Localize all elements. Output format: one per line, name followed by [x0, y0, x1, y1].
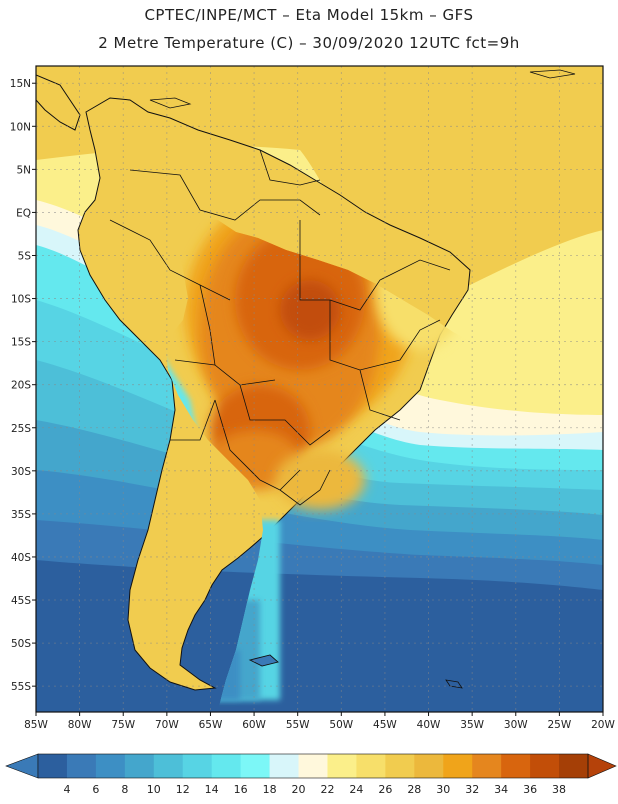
lat-label: 25S — [11, 423, 31, 435]
temperature-colorbar: 4 6 8 10 12 14 16 18 20 22 24 26 28 30 32 34 36 38 — [5, 753, 617, 796]
colorbar-tick-label: 30 — [436, 783, 450, 796]
colorbar-tick-label: 38 — [552, 783, 566, 796]
colorbar-swatch — [95, 754, 126, 778]
lon-label: 65W — [199, 719, 223, 731]
colorbar-swatch — [124, 754, 155, 778]
lon-label: 25W — [548, 719, 572, 731]
coastline-islands — [529, 69, 576, 79]
lon-label: 20W — [591, 719, 615, 731]
lat-label: EQ — [16, 207, 31, 219]
colorbar-tick-label: 32 — [465, 783, 479, 796]
colorbar-swatch — [269, 754, 300, 778]
lat-label: 10N — [10, 121, 31, 133]
lat-label: 20S — [11, 380, 31, 392]
longitude-labels: 85W 80W 75W 70W 65W 60W 55W 50W 45W 40W 35W 30W 25W 2… — [24, 712, 615, 731]
colorbar-swatch — [240, 754, 271, 778]
colorbar-tick-label: 20 — [292, 783, 306, 796]
colorbar-swatch — [298, 754, 328, 778]
lat-label: 5N — [16, 164, 31, 176]
colorbar-swatch — [443, 754, 473, 778]
lon-label: 50W — [329, 719, 353, 731]
colorbar-tick-label: 14 — [205, 783, 219, 796]
colorbar-swatch — [472, 754, 502, 778]
lat-label: 30S — [11, 466, 31, 478]
colorbar-outline — [37, 753, 589, 779]
lon-label: 30W — [504, 719, 528, 731]
lat-label: 45S — [11, 595, 31, 607]
colorbar-tick-label: 28 — [407, 783, 421, 796]
map-title-line2: 2 Metre Temperature (C) – 30/09/2020 12U… — [98, 34, 520, 52]
country-borders — [109, 149, 451, 506]
colorbar-tick-label: 34 — [494, 783, 508, 796]
colorbar-swatch — [327, 754, 357, 778]
colorbar-swatch — [182, 754, 213, 778]
colorbar-swatch — [559, 754, 589, 778]
colorbar-swatch — [414, 754, 444, 778]
lon-label: 35W — [460, 719, 484, 731]
lat-label: 5S — [18, 250, 32, 262]
lat-label: 15S — [11, 337, 31, 349]
land-central-america — [36, 74, 81, 131]
lat-label: 55S — [11, 681, 31, 693]
colorbar-tick-label: 4 — [63, 783, 70, 796]
colorbar-swatch — [211, 754, 242, 778]
south-georgia — [445, 679, 463, 689]
coastline-caribbean — [149, 97, 192, 109]
lat-label: 10S — [11, 294, 31, 306]
colorbar-under-arrow — [5, 753, 39, 779]
colorbar-tick-label: 22 — [320, 783, 334, 796]
colorbar-tick-label: 18 — [263, 783, 277, 796]
map-title-line1: CPTEC/INPE/MCT – Eta Model 15km – GFS — [144, 6, 474, 24]
colorbar-tick-label: 12 — [176, 783, 190, 796]
lon-label: 75W — [111, 719, 135, 731]
colorbar-tick-label: 16 — [234, 783, 248, 796]
lat-label: 40S — [11, 552, 31, 564]
map-field — [36, 66, 603, 712]
colorbar-tick-label: 10 — [147, 783, 161, 796]
lon-label: 45W — [373, 719, 397, 731]
lat-label: 50S — [11, 638, 31, 650]
map-frame — [35, 65, 604, 713]
colorbar-swatch — [38, 754, 68, 778]
falkland-islands — [248, 654, 279, 667]
lon-label: 60W — [242, 719, 266, 731]
colorbar-swatch — [153, 754, 184, 778]
latitude-labels: 15N 10N 5N EQ 5S 10S 15S 20S 25S 30S 35S 40S 45S 50S 5… — [10, 78, 36, 693]
colorbar-swatch — [530, 754, 560, 778]
colorbar-tick-label: 36 — [523, 783, 537, 796]
colorbar-tick-label: 26 — [378, 783, 392, 796]
colorbar-swatch — [385, 754, 415, 778]
lon-label: 40W — [417, 719, 441, 731]
lat-label: 15N — [10, 78, 31, 90]
lon-label: 70W — [155, 719, 179, 731]
colorbar-over-arrow — [587, 753, 617, 779]
colorbar-tick-label: 6 — [92, 783, 99, 796]
lat-label: 35S — [11, 509, 31, 521]
colorbar-swatch — [356, 754, 386, 778]
colorbar-tick-label: 8 — [121, 783, 128, 796]
map-gridlines — [35, 66, 604, 712]
lon-label: 85W — [24, 719, 48, 731]
colorbar-tick-label: 24 — [349, 783, 363, 796]
colorbar-swatch — [66, 754, 97, 778]
lon-label: 80W — [68, 719, 92, 731]
lon-label: 55W — [286, 719, 310, 731]
colorbar-swatch — [501, 754, 531, 778]
